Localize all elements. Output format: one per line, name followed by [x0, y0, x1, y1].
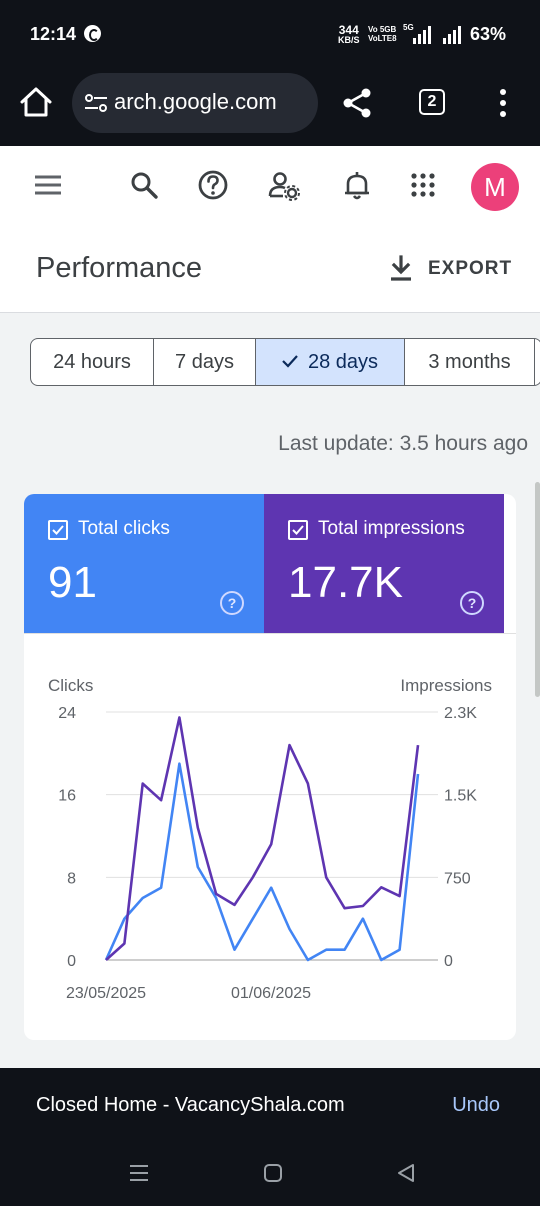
- left-tick-label: 24: [58, 705, 76, 722]
- status-time: 12:14: [30, 24, 77, 44]
- right-axis-label: Impressions: [400, 676, 492, 695]
- total-impressions-label: Total impressions: [318, 518, 465, 539]
- total-impressions-value: 17.7K: [288, 558, 403, 607]
- help-icon[interactable]: [196, 168, 230, 202]
- export-button[interactable]: EXPORT: [388, 254, 512, 284]
- address-bar[interactable]: ​arch.google.com: [72, 73, 318, 133]
- manage-users-icon[interactable]: [267, 168, 301, 202]
- date-range-label: 7 days: [175, 351, 234, 373]
- left-tick-label: 0: [67, 953, 76, 970]
- date-range-24-hours[interactable]: 24 hours: [31, 339, 154, 385]
- recent-apps-icon[interactable]: [128, 1162, 150, 1184]
- avatar-letter: M: [484, 172, 506, 202]
- chart-lines: [104, 716, 420, 962]
- check-icon: [282, 355, 298, 368]
- right-tick-label: 750: [444, 870, 471, 887]
- notifications-icon[interactable]: [340, 168, 374, 202]
- date-range-3-months[interactable]: 3 months: [405, 339, 535, 385]
- checkbox-check-icon: [292, 525, 304, 535]
- volte-top: Vo 5GB: [368, 25, 397, 34]
- search-icon[interactable]: [127, 168, 161, 202]
- site-settings-icon[interactable]: [84, 92, 108, 114]
- network-speed-unit: KB/S: [338, 35, 360, 45]
- left-axis-label: Clicks: [48, 676, 93, 695]
- date-range-label: 3 months: [428, 351, 511, 373]
- x-tick-label: 01/06/2025: [231, 985, 311, 1002]
- page-title: Performance: [36, 252, 203, 284]
- checkbox-check-icon: [52, 525, 64, 535]
- battery-level: 63%: [470, 24, 507, 44]
- right-tick-label: 0: [444, 953, 453, 970]
- date-range-label: 24 hours: [53, 351, 131, 373]
- signal-strength-icon: [413, 26, 431, 44]
- left-tick-label: 16: [58, 788, 76, 805]
- series-line-impressions: [105, 716, 420, 961]
- url-text[interactable]: ​arch.google.com: [114, 89, 277, 114]
- export-label: EXPORT: [428, 258, 513, 279]
- menu-icon[interactable]: [31, 168, 65, 202]
- date-range-7-days[interactable]: 7 days: [154, 339, 256, 385]
- more-vert-icon[interactable]: [498, 88, 508, 118]
- card-divider: [24, 633, 516, 634]
- total-impressions-metric[interactable]: Total impressions 17.7K ?: [264, 494, 504, 633]
- system-nav-bar: [0, 1140, 540, 1206]
- volte-bottom: VoLTE8: [368, 34, 397, 43]
- date-range-label: 28 days: [307, 351, 379, 373]
- x-tick-label: 23/05/2025: [66, 985, 146, 1002]
- help-icon[interactable]: ?: [460, 591, 484, 615]
- last-update-text: Last update: 3.5 hours ago: [278, 432, 528, 455]
- performance-card: Total clicks 91 ? Total impressions 17.7…: [24, 494, 516, 1040]
- snackbar-message: Closed Home - VacancyShala.com: [36, 1094, 345, 1116]
- total-impressions-checkbox[interactable]: [288, 520, 308, 540]
- app-header: M Performance EXPORT: [0, 146, 540, 313]
- total-clicks-checkbox[interactable]: [48, 520, 68, 540]
- left-tick-label: 8: [67, 870, 76, 887]
- snackbar: Closed Home - VacancyShala.com Undo: [0, 1068, 540, 1140]
- right-tick-label: 1.5K: [444, 788, 477, 805]
- total-clicks-value: 91: [48, 558, 97, 607]
- network-speed: 344 KB/S: [338, 24, 360, 45]
- status-bar: 12:14 344 KB/S Vo 5GB VoLTE8 5G 63%: [0, 0, 540, 70]
- network-speed-value: 344: [338, 23, 359, 37]
- chart-ticks: 24 2.3K 16 1.5K 8 750 0 0 23/05/2025 01/06/2025: [58, 705, 477, 1002]
- series-line-clicks: [104, 762, 420, 962]
- download-icon: [391, 255, 411, 281]
- volte-indicator: Vo 5GB VoLTE8: [368, 25, 397, 43]
- back-nav-icon[interactable]: [395, 1162, 417, 1184]
- date-range-28-days[interactable]: 28 days: [256, 339, 405, 385]
- total-clicks-label: Total clicks: [78, 518, 170, 539]
- tab-count: 2: [427, 93, 437, 110]
- undo-button[interactable]: Undo: [452, 1094, 500, 1116]
- browser-toolbar: ​arch.google.com 2: [0, 70, 540, 146]
- signal-strength-icon-2: [443, 26, 461, 44]
- date-range-selector: 24 hours 7 days 28 days 3 months: [30, 338, 540, 386]
- network-5g-label: 5G: [403, 23, 414, 32]
- sync-icon: [84, 25, 101, 42]
- home-nav-icon[interactable]: [262, 1162, 284, 1184]
- right-tick-label: 2.3K: [444, 705, 477, 722]
- share-icon[interactable]: [340, 86, 374, 120]
- total-clicks-metric[interactable]: Total clicks 91 ?: [24, 494, 264, 633]
- apps-icon[interactable]: [406, 168, 440, 202]
- help-icon[interactable]: ?: [220, 591, 244, 615]
- tabs-icon[interactable]: 2: [419, 89, 445, 115]
- date-range-more[interactable]: [535, 339, 540, 385]
- performance-chart: Clicks Impressions 24 2.3K 16 1.5K 8 750 0 0 23/…: [48, 676, 492, 1002]
- avatar[interactable]: M: [471, 163, 519, 211]
- home-icon[interactable]: [18, 84, 54, 120]
- scrollbar[interactable]: [535, 482, 540, 697]
